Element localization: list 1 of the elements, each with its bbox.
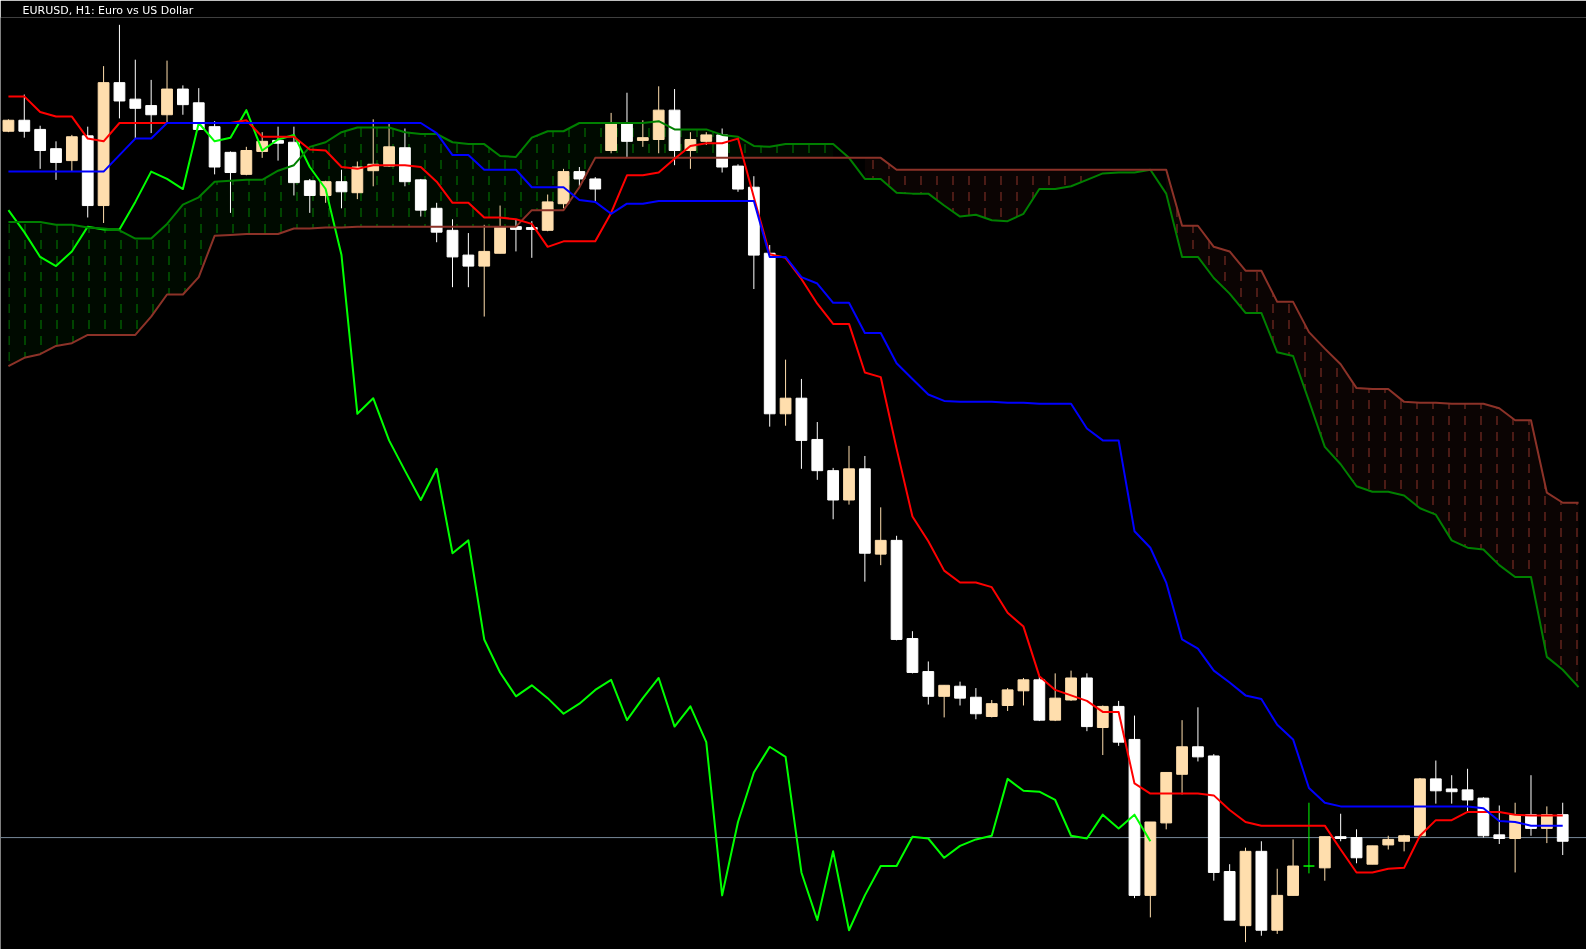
chart-title: EURUSD, H1: Euro vs US Dollar: [22, 3, 194, 17]
